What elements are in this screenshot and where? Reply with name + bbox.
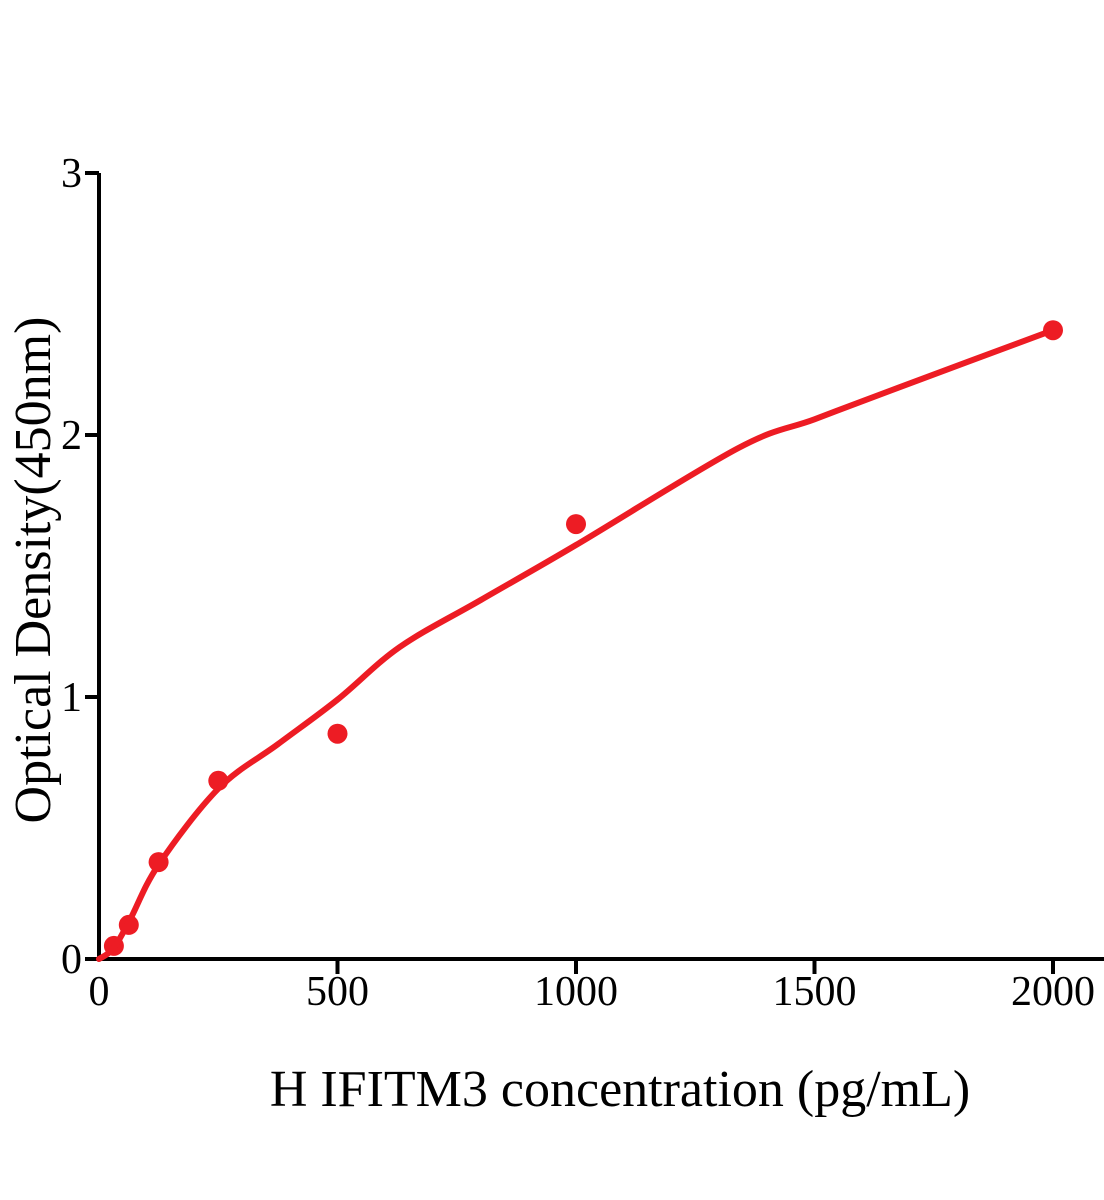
fit-curve — [96, 327, 1056, 962]
y-tick-label: 2 — [61, 413, 82, 459]
y-tick-label: 1 — [61, 675, 82, 721]
y-axis-title: Optical Density(450nm) — [5, 317, 62, 824]
x-tick-label: 500 — [306, 969, 369, 1015]
x-tick-label: 1000 — [534, 969, 618, 1015]
y-tick-label: 3 — [61, 151, 82, 197]
x-axis-title: H IFITM3 concentration (pg/mL) — [270, 1061, 970, 1118]
axes: 0 500 1000 1500 2000 0 1 2 3 — [61, 151, 1104, 1015]
x-tick-label: 0 — [89, 969, 110, 1015]
x-tick-label: 2000 — [1011, 969, 1095, 1015]
data-point — [327, 723, 348, 744]
plot-series — [96, 320, 1063, 962]
data-point — [566, 514, 586, 535]
x-tick-label: 1500 — [773, 969, 857, 1015]
y-tick-label: 0 — [61, 937, 82, 983]
